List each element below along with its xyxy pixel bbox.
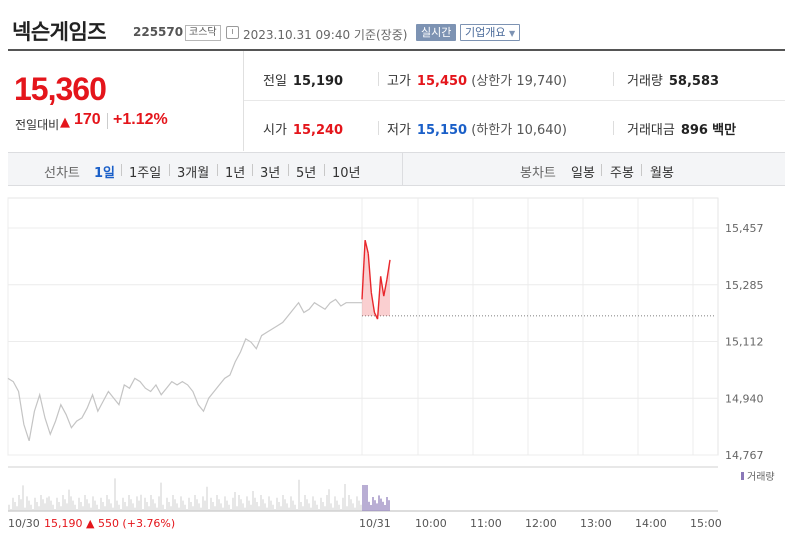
today-series-segment <box>361 240 366 300</box>
x-tick-label: 14:00 <box>635 517 667 530</box>
period-10y[interactable]: 10년 <box>332 166 361 181</box>
y-tick-label: 15,457 <box>725 222 764 235</box>
stat-separator <box>613 72 614 86</box>
company-overview-label: 기업개요 <box>465 26 506 39</box>
candle-monthly[interactable]: 월봉 <box>650 166 674 181</box>
price-change-rate: +1.12% <box>113 111 168 128</box>
stock-name: 넥슨게임즈 <box>12 20 107 44</box>
y-tick-label: 14,940 <box>725 392 764 405</box>
stat-limit-label: (상한가 <box>471 74 513 89</box>
y-tick-label: 15,285 <box>725 279 764 292</box>
price-stats: 전일 15,190 고가 15,450 (상한가 19,740) 거래량 58,583… <box>244 51 785 151</box>
stat-unit: 백만 <box>712 123 737 138</box>
today-series-segment <box>367 253 373 293</box>
today-series-segment <box>383 279 388 297</box>
footer-close: 15,190 ▲ 550 (+3.76%) <box>44 517 175 530</box>
stock-header: 넥슨게임즈 225570 코스닥 2023.10.31 09:40 기준(장중)… <box>0 0 787 51</box>
volume-legend-label: 거래량 <box>747 471 775 483</box>
stat-prev-close: 전일 15,190 <box>263 70 343 89</box>
period-1y[interactable]: 1년 <box>225 166 246 181</box>
stats-row-divider <box>244 100 785 101</box>
line-chart-title: 선차트 <box>44 166 80 181</box>
x-tick-label: 15:00 <box>690 517 722 530</box>
chart-period-bar: 선차트 1일 1주일 3개월 1년 3년 5년 10년 봉차트 일봉 주봉 월봉 <box>8 152 785 186</box>
period-separator <box>217 164 218 176</box>
period-3y[interactable]: 3년 <box>260 166 281 181</box>
x-tick-label: 12:00 <box>525 517 557 530</box>
today-up-area <box>362 240 390 316</box>
stock-code: 225570 <box>133 25 184 39</box>
stat-volume: 거래량 58,583 <box>627 70 719 89</box>
market-badge: 코스닥 <box>185 25 221 41</box>
period-3m[interactable]: 3개월 <box>177 166 210 181</box>
period-separator <box>169 164 170 176</box>
stat-open: 시가 15,240 <box>263 119 343 138</box>
candle-weekly[interactable]: 주봉 <box>610 166 634 181</box>
stat-label: 시가 <box>263 123 287 138</box>
y-tick-label: 15,112 <box>725 336 764 349</box>
today-series-segment <box>379 276 385 297</box>
stat-label: 거래량 <box>627 74 663 89</box>
period-5y[interactable]: 5년 <box>296 166 317 181</box>
stat-amount: 거래대금 896 백만 <box>627 119 736 138</box>
stat-separator <box>378 121 379 135</box>
stat-label: 거래대금 <box>627 123 675 138</box>
stat-label: 저가 <box>387 123 411 138</box>
change-label: 전일대비 <box>15 118 60 132</box>
period-separator <box>324 164 325 176</box>
stat-value: 15,450 <box>416 74 468 89</box>
stat-label: 전일 <box>263 74 287 89</box>
period-bar-divider <box>402 153 403 185</box>
stat-limit-value: 19,740) <box>516 74 567 89</box>
chart-frame <box>7 197 719 456</box>
today-series-segment <box>370 292 376 313</box>
stat-low: 저가 15,150 (하한가 10,640) <box>387 119 567 138</box>
stat-separator <box>378 72 379 86</box>
current-price: 15,360 <box>14 71 107 107</box>
stat-value: 896 <box>680 123 708 138</box>
stat-separator <box>613 121 614 135</box>
stat-value: 58,583 <box>668 74 720 89</box>
period-separator <box>641 164 642 176</box>
period-1w[interactable]: 1주일 <box>129 166 162 181</box>
x-tick-label: 13:00 <box>580 517 612 530</box>
today-series-segment <box>376 276 382 320</box>
stat-value: 15,190 <box>292 74 344 89</box>
x-tick-label: 10/31 <box>359 517 391 530</box>
x-tick-label: 11:00 <box>470 517 502 530</box>
realtime-button[interactable]: 실시간 <box>416 24 457 41</box>
today-series-segment <box>386 259 391 280</box>
x-tick-label: 10/30 <box>8 517 40 530</box>
today-series-segment <box>364 240 369 254</box>
x-tick-label: 10:00 <box>415 517 447 530</box>
header-divider <box>8 49 785 51</box>
change-separator <box>107 113 108 129</box>
period-separator <box>601 164 602 176</box>
stat-value: 15,240 <box>292 123 344 138</box>
period-1d[interactable]: 1일 <box>94 166 116 181</box>
candle-daily[interactable]: 일봉 <box>571 166 595 181</box>
period-separator <box>121 164 122 176</box>
y-tick-label: 14,767 <box>725 449 764 462</box>
price-summary: 15,360 전일대비 ▲ 170 +1.12% <box>8 51 244 151</box>
candle-chart-title: 봉차트 <box>520 166 556 181</box>
clock-icon <box>226 26 239 39</box>
prev-day-series-line <box>7 298 362 442</box>
quote-timestamp: 2023.10.31 09:40 기준(장중) <box>243 28 408 42</box>
company-overview-button[interactable]: 기업개요 ▼ <box>460 24 521 41</box>
volume-legend-swatch <box>741 472 744 480</box>
stat-label: 고가 <box>387 74 411 89</box>
stat-limit-label: (하한가 <box>471 123 513 138</box>
price-change: 170 <box>74 111 101 128</box>
period-separator <box>252 164 253 176</box>
period-separator <box>288 164 289 176</box>
up-arrow-icon: ▲ <box>60 115 70 130</box>
chevron-down-icon: ▼ <box>508 29 516 38</box>
stat-value: 15,150 <box>416 123 468 138</box>
stat-limit-value: 10,640) <box>516 123 567 138</box>
stat-high: 고가 15,450 (상한가 19,740) <box>387 70 567 89</box>
